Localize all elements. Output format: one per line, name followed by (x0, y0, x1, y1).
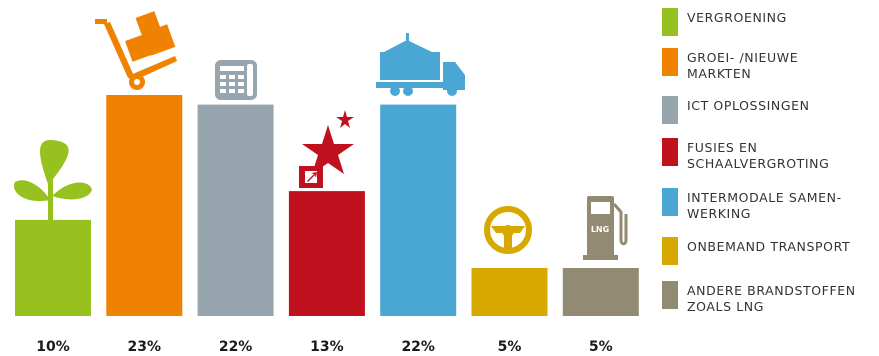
value-labels-group: 10% 23% 22% 13% 22% 5% 5% (36, 339, 612, 355)
container-truck-icon (376, 33, 465, 96)
bar-6 (471, 268, 548, 316)
legend-item-2: GROEI- /NIEUWE MARKTEN (662, 48, 798, 82)
bars-group (15, 95, 639, 316)
legend-swatch-6 (662, 237, 678, 265)
legend-swatch-2 (662, 48, 678, 76)
bar-4 (288, 191, 365, 316)
legend-item-6: ONBEMAND TRANSPORT (662, 237, 850, 265)
legend-item-5: INTERMODALE SAMEN- WERKING (662, 188, 842, 222)
value-label-1: 10% (36, 339, 70, 355)
value-label-4: 13% (310, 339, 344, 355)
legend-item-1: VERGROENING (662, 8, 787, 36)
lng-pump-icon: LNG (583, 196, 628, 260)
bar-3 (197, 104, 274, 316)
svg-text:LNG: LNG (591, 225, 609, 234)
bar-5 (380, 104, 457, 316)
legend-item-3: ICT OPLOSSINGEN (662, 96, 810, 124)
value-label-5: 22% (401, 339, 435, 355)
legend-swatch-1 (662, 8, 678, 36)
bar-chart: 10% 23% 22% 13% 22% 5% 5% (13, 11, 639, 355)
legend-label-3: ICT OPLOSSINGEN (687, 98, 810, 113)
legend-label-1: VERGROENING (687, 10, 787, 25)
value-label-7: 5% (589, 339, 613, 355)
legend-swatch-4 (662, 138, 678, 166)
legend-label-7: ANDERE BRANDSTOFFEN ZOALS LNG (687, 283, 856, 314)
legend-label-5: INTERMODALE SAMEN- WERKING (687, 190, 842, 221)
legend-swatch-7 (662, 281, 678, 309)
legend: VERGROENING GROEI- /NIEUWE MARKTEN ICT OPL… (662, 0, 879, 356)
hand-truck-boxes-icon (95, 11, 177, 90)
legend-label-2: GROEI- /NIEUWE MARKTEN (687, 50, 799, 81)
bar-2 (106, 95, 183, 316)
value-label-2: 23% (128, 339, 162, 355)
star-box-icon (299, 110, 354, 188)
plant-icon (13, 139, 92, 222)
steering-wheel-icon (484, 206, 532, 254)
value-label-3: 22% (219, 339, 253, 355)
legend-swatch-3 (662, 96, 678, 124)
bar-7 (562, 268, 639, 316)
bar-1 (15, 219, 91, 316)
legend-swatch-5 (662, 188, 678, 216)
legend-item-4: FUSIES EN SCHAALVERGROTING (662, 138, 829, 172)
legend-label-4: FUSIES EN SCHAALVERGROTING (687, 140, 830, 171)
value-label-6: 5% (498, 339, 522, 355)
legend-item-7: ANDERE BRANDSTOFFEN ZOALS LNG (662, 281, 856, 315)
phone-keypad-icon (215, 60, 257, 100)
legend-label-6: ONBEMAND TRANSPORT (687, 239, 851, 254)
